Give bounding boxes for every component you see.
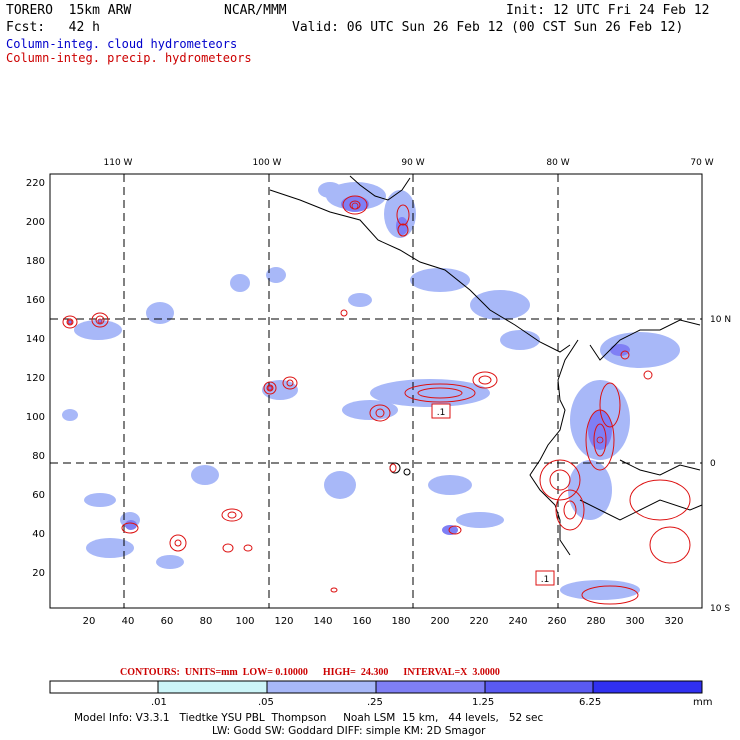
- colorbar-label-025: .25: [367, 697, 383, 708]
- lon-label-110w: 110 W: [104, 158, 133, 168]
- x-tick: 200: [430, 616, 449, 627]
- lat-label-0: 0: [710, 459, 716, 469]
- init-time: Init: 12 UTC Fri 24 Feb 12: [506, 3, 710, 18]
- y-tick: 220: [26, 178, 45, 189]
- cloud-field: [62, 182, 680, 600]
- x-tick: 280: [586, 616, 605, 627]
- box-label-text-1: .1: [437, 408, 446, 418]
- colorbar-label-001: .01: [151, 697, 167, 708]
- x-tick: 140: [313, 616, 332, 627]
- lat-label-10s: 10 S: [710, 604, 730, 614]
- model-title: TORERO 15km ARW: [6, 3, 132, 18]
- y-tick: 120: [26, 373, 45, 384]
- colorbar-bin: [375, 680, 486, 694]
- x-tick: 220: [469, 616, 488, 627]
- box-label-text-2: .1: [541, 575, 550, 585]
- y-tick: 80: [32, 451, 45, 462]
- colorbar-label-125: 1.25: [472, 697, 495, 708]
- model-info-line1: Model Info: V3.3.1 Tiedtke YSU PBL Thomp…: [74, 712, 544, 724]
- x-tick: 20: [83, 616, 96, 627]
- x-tick: 120: [274, 616, 293, 627]
- x-tick: 40: [122, 616, 135, 627]
- colorbar-label-005: .05: [258, 697, 274, 708]
- x-tick: 260: [547, 616, 566, 627]
- forecast-hour: Fcst: 42 h: [6, 20, 100, 35]
- precip-cores: [67, 202, 604, 444]
- y-tick: 180: [26, 256, 45, 267]
- y-tick: 200: [26, 217, 45, 228]
- colorbar-label-625: 6.25: [579, 697, 602, 708]
- colorbar-bin: [157, 680, 268, 694]
- x-tick: 100: [235, 616, 254, 627]
- lon-label-70w: 70 W: [690, 158, 713, 168]
- colorbar-units: mm: [693, 697, 713, 708]
- x-tick: 60: [161, 616, 174, 627]
- x-tick: 160: [352, 616, 371, 627]
- center-name: NCAR/MMM: [224, 3, 287, 18]
- lon-label-100w: 100 W: [253, 158, 282, 168]
- precip-legend: Column-integ. precip. hydrometeors: [6, 51, 252, 65]
- y-tick: 140: [26, 334, 45, 345]
- precip-contours: [62, 195, 691, 605]
- y-tick: 160: [26, 295, 45, 306]
- x-tick: 300: [625, 616, 644, 627]
- x-tick: 320: [664, 616, 683, 627]
- contour-box-label-2: .1: [535, 570, 555, 586]
- lon-label-80w: 80 W: [546, 158, 569, 168]
- colorbar-bin: [592, 680, 703, 694]
- contour-box-label-1: .1: [431, 403, 451, 419]
- colorbar-bin: [49, 680, 159, 694]
- x-axis: 20 40 60 80 100 120 140 160 180 200 220 …: [83, 616, 684, 627]
- y-tick: 40: [32, 529, 45, 540]
- colorbar-bin: [266, 680, 377, 694]
- x-tick: 240: [508, 616, 527, 627]
- colorbar-bin: [484, 680, 594, 694]
- x-tick: 180: [391, 616, 410, 627]
- y-tick: 60: [32, 490, 45, 501]
- valid-time: Valid: 06 UTC Sun 26 Feb 12 (00 CST Sun …: [292, 20, 684, 35]
- x-tick: 80: [200, 616, 213, 627]
- y-tick: 100: [26, 412, 45, 423]
- y-axis: 20 40 60 80 100 120 140 160 180 200 220: [26, 178, 45, 579]
- lat-label-10n: 10 N: [710, 315, 731, 325]
- contour-info: CONTOURS: UNITS=mm LOW= 0.10000 HIGH= 24…: [120, 667, 500, 678]
- y-tick: 20: [32, 568, 45, 579]
- cloud-legend: Column-integ. cloud hydrometeors: [6, 37, 238, 51]
- lon-label-90w: 90 W: [401, 158, 424, 168]
- model-info-line2: LW: Godd SW: Goddard DIFF: simple KM: 2D…: [212, 725, 486, 737]
- lat-lon-grid: [50, 174, 702, 608]
- colorbar: [49, 680, 703, 694]
